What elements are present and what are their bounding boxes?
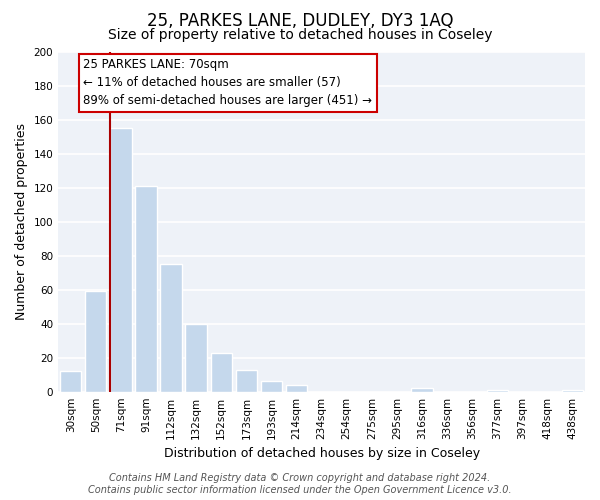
- Y-axis label: Number of detached properties: Number of detached properties: [15, 123, 28, 320]
- Text: 25 PARKES LANE: 70sqm
← 11% of detached houses are smaller (57)
89% of semi-deta: 25 PARKES LANE: 70sqm ← 11% of detached …: [83, 58, 372, 108]
- Bar: [110, 128, 131, 392]
- Bar: [411, 388, 433, 392]
- Bar: [185, 324, 207, 392]
- Text: Contains HM Land Registry data © Crown copyright and database right 2024.
Contai: Contains HM Land Registry data © Crown c…: [88, 474, 512, 495]
- Bar: [136, 186, 157, 392]
- Text: 25, PARKES LANE, DUDLEY, DY3 1AQ: 25, PARKES LANE, DUDLEY, DY3 1AQ: [147, 12, 453, 30]
- X-axis label: Distribution of detached houses by size in Coseley: Distribution of detached houses by size …: [164, 447, 479, 460]
- Bar: [562, 390, 583, 392]
- Bar: [236, 370, 257, 392]
- Text: Size of property relative to detached houses in Coseley: Size of property relative to detached ho…: [108, 28, 492, 42]
- Bar: [85, 292, 106, 392]
- Bar: [60, 372, 82, 392]
- Bar: [487, 390, 508, 392]
- Bar: [160, 264, 182, 392]
- Bar: [211, 352, 232, 392]
- Bar: [261, 382, 282, 392]
- Bar: [286, 385, 307, 392]
